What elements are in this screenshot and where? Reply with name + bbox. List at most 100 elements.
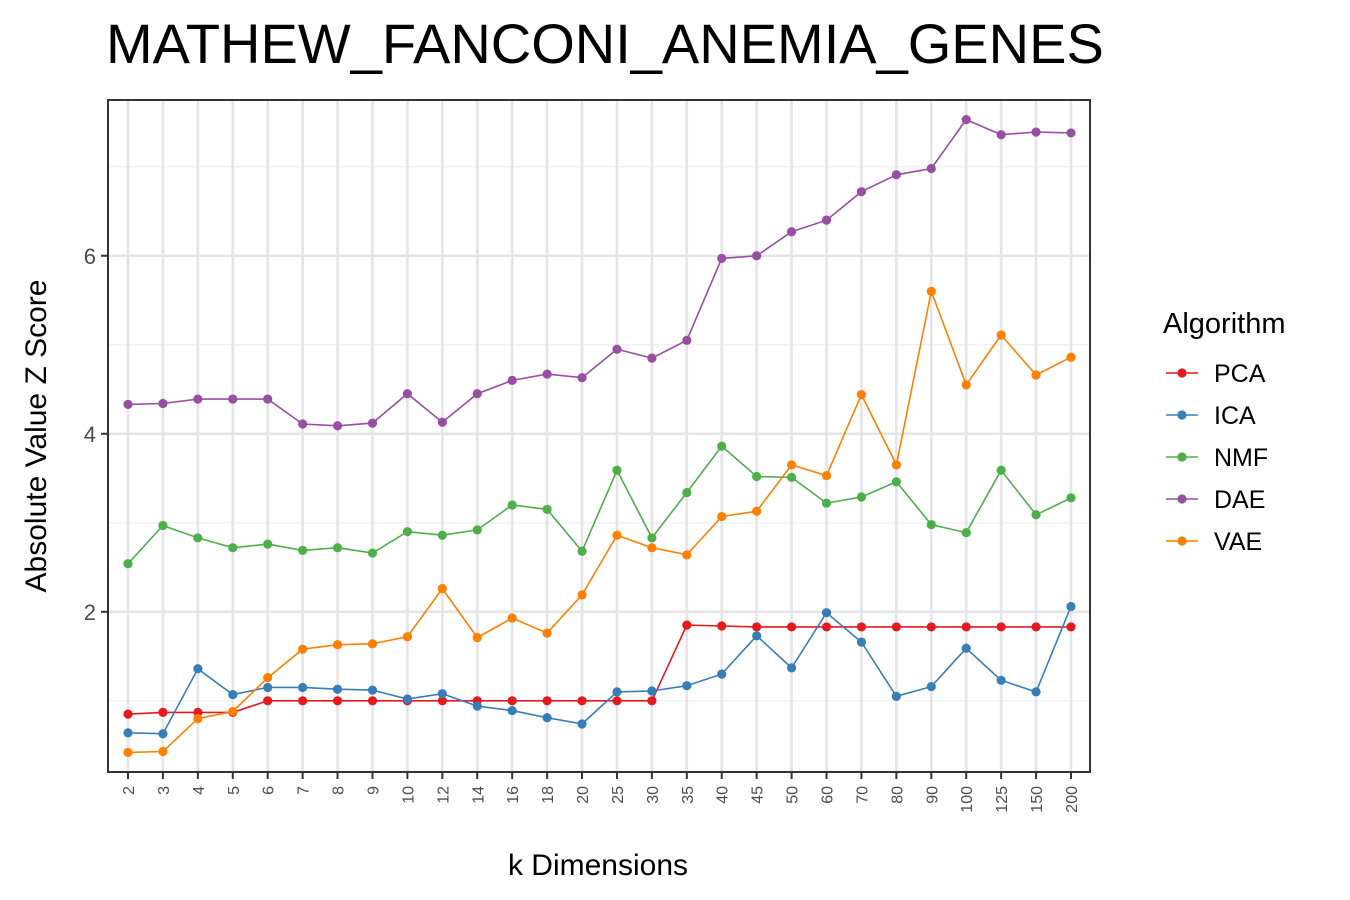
data-point-vae [298,644,308,654]
data-point-ica [263,682,273,693]
data-point-pca [1031,622,1041,632]
x-tick-label: 45 [750,786,767,804]
data-point-vae [1066,352,1076,362]
data-point-dae [647,353,657,363]
legend-key-point [1177,410,1187,420]
data-point-pca [821,622,832,632]
data-point-nmf [577,546,587,556]
data-point-nmf [612,465,622,475]
data-point-nmf [542,504,552,515]
x-tick-label: 70 [854,786,871,804]
data-point-ica [926,681,936,692]
x-tick-label: 20 [575,786,592,804]
data-point-vae [158,746,168,757]
data-point-nmf [402,527,413,537]
data-point-ica [472,701,482,711]
x-tick-label: 80 [889,786,906,804]
data-point-vae [437,584,447,594]
data-point-pca [332,696,343,706]
data-point-dae [1031,127,1041,137]
data-point-vae [402,632,413,642]
x-tick-label: 9 [365,786,382,795]
data-point-nmf [472,525,482,535]
data-point-ica [367,685,378,695]
data-point-nmf [158,520,168,531]
data-point-vae [926,286,936,296]
data-point-vae [123,747,133,758]
data-point-dae [577,373,587,383]
data-point-ica [612,687,622,697]
data-point-vae [717,511,727,522]
x-tick-label: 150 [1029,786,1046,813]
x-tick-label: 7 [296,786,313,795]
data-point-dae [158,398,168,409]
data-point-vae [263,673,273,683]
data-point-ica [158,729,168,739]
data-point-dae [961,114,971,125]
x-tick-label: 50 [785,786,802,804]
data-point-vae [577,590,587,600]
data-point-dae [472,389,482,399]
legend-label-pca: PCA [1214,360,1266,388]
data-point-vae [332,640,343,650]
legend-title: Algorithm [1163,308,1286,340]
data-point-vae [542,628,552,638]
y-axis-title: Absolute Value Z Score [20,280,53,593]
data-point-vae [367,639,378,649]
data-point-ica [332,684,343,694]
data-point-pca [263,696,273,706]
data-point-ica [996,675,1006,685]
data-point-nmf [961,527,971,538]
data-point-pca [1066,622,1076,632]
data-point-dae [891,170,901,180]
data-point-nmf [123,559,133,569]
data-point-nmf [507,500,517,510]
data-point-dae [367,418,378,428]
data-point-nmf [367,548,378,558]
x-tick-label: 6 [261,786,278,795]
data-point-dae [821,215,832,225]
data-point-dae [717,253,727,264]
data-point-dae [926,163,936,174]
series-line-ica [127,606,1072,735]
x-tick-label: 100 [959,786,976,813]
data-point-ica [717,669,727,679]
x-tick-label: 5 [226,786,243,795]
data-point-nmf [1066,493,1076,503]
data-point-dae [193,394,203,404]
data-point-dae [1066,128,1076,138]
legend: Algorithm PCA ICA NMF DAE VAE [1163,308,1286,556]
x-axis-title: k Dimensions [508,849,688,882]
data-point-pca [996,622,1006,632]
legend-key-point [1177,452,1187,462]
data-point-dae [298,419,308,429]
y-tick-label: 2 [84,600,96,625]
data-point-nmf [1031,510,1041,520]
data-point-ica [891,691,901,701]
data-point-ica [786,663,797,673]
x-tick-label: 90 [924,786,941,804]
data-point-dae [786,227,797,237]
data-point-nmf [786,472,797,482]
data-point-nmf [437,530,447,540]
data-point-ica [577,719,587,729]
x-tick-label: 12 [435,786,452,804]
data-point-nmf [298,545,308,555]
data-point-ica [228,689,238,700]
data-point-nmf [856,492,867,502]
data-point-dae [752,251,762,261]
data-point-vae [1031,370,1041,380]
x-tick-label: 4 [191,786,208,795]
data-point-nmf [193,533,203,543]
data-point-ica [752,631,762,641]
data-point-vae [193,713,203,724]
x-tick-label: 2 [121,786,138,795]
data-point-vae [891,460,901,470]
legend-key-point [1177,368,1187,378]
x-tick-label: 125 [994,786,1011,813]
x-tick-label: 60 [820,786,837,804]
data-point-nmf [682,487,692,498]
panel-border [107,99,1091,773]
data-point-dae [123,399,133,410]
data-point-dae [682,335,692,345]
